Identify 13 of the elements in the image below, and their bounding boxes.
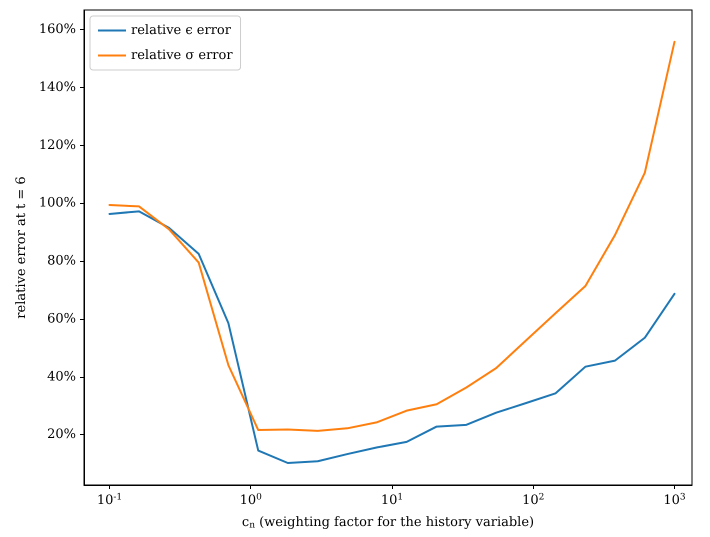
y-tick-label: 60% — [47, 311, 76, 326]
line-series — [108, 40, 676, 432]
y-tick-label: 100% — [38, 196, 76, 211]
line-series — [108, 210, 676, 464]
y-tick-label: 160% — [38, 22, 76, 38]
y-tick-label: 120% — [38, 138, 76, 153]
y-tick-label: 40% — [47, 369, 76, 384]
legend-label: relative ϵ error — [131, 23, 232, 38]
y-axis-title: relative error at t = 6 — [14, 176, 29, 319]
y-tick-label: 80% — [47, 254, 76, 269]
y-tick-label: 20% — [47, 427, 76, 442]
legend-label: relative σ error — [131, 48, 234, 63]
y-tick-label: 140% — [38, 80, 76, 96]
